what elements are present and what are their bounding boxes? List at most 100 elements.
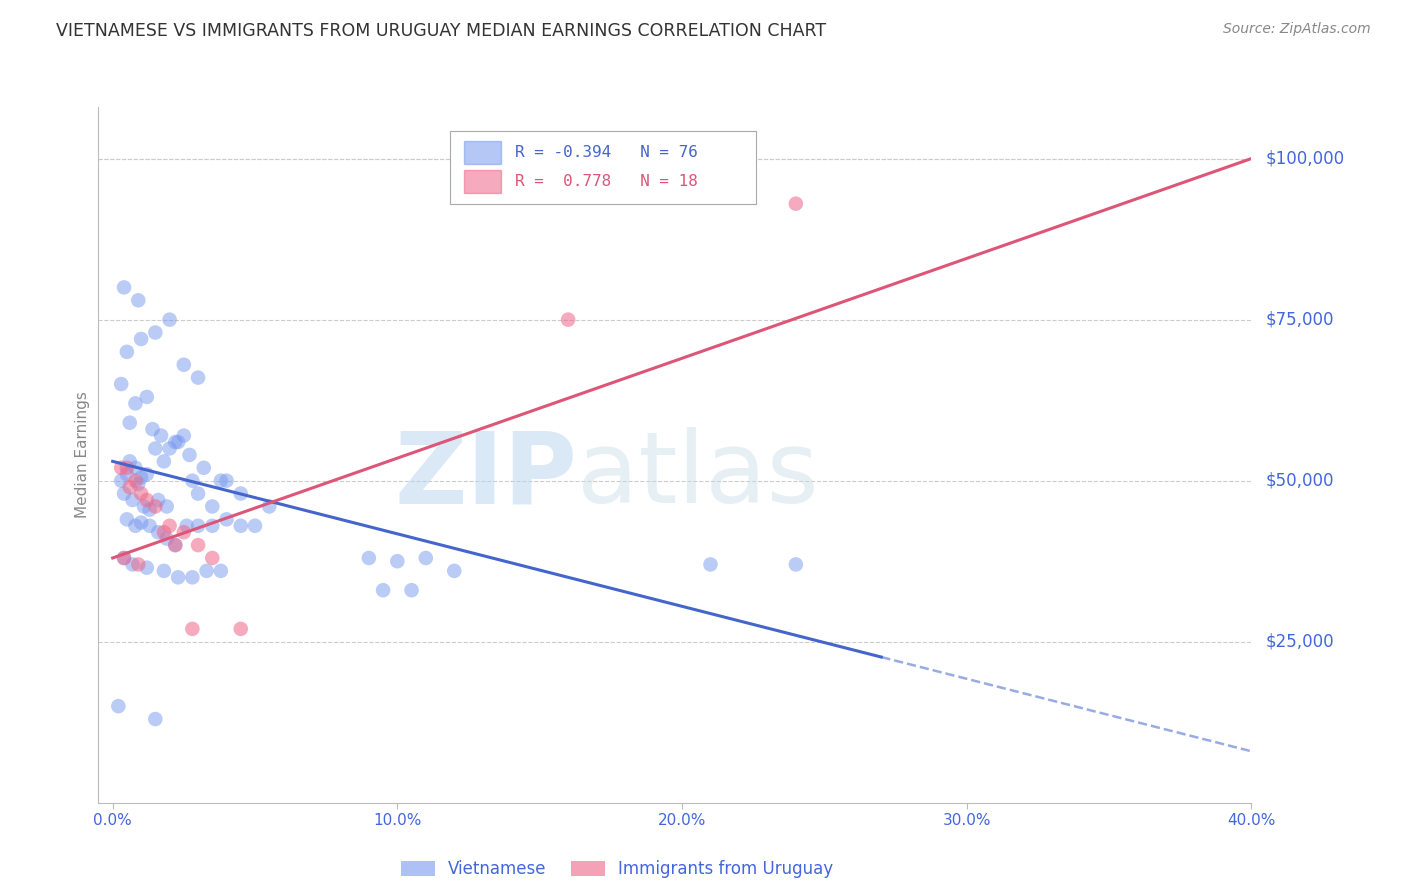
Point: [195, 564, 218, 578]
Point: [156, 532, 179, 546]
Point: [115, 467, 138, 482]
Point: [124, 396, 146, 410]
Point: [129, 516, 152, 530]
Point: [159, 312, 181, 326]
Point: [159, 518, 181, 533]
Point: [148, 525, 170, 540]
Point: [127, 476, 149, 491]
Point: [357, 551, 380, 566]
Point: [112, 486, 135, 500]
Point: [201, 551, 224, 566]
Text: $100,000: $100,000: [1265, 150, 1344, 168]
Point: [143, 326, 166, 340]
Point: [181, 622, 204, 636]
Point: [173, 525, 195, 540]
Point: [143, 442, 166, 456]
Point: [138, 518, 160, 533]
Point: [118, 454, 141, 468]
Bar: [464, 141, 501, 164]
Point: [201, 500, 224, 514]
Point: [110, 377, 132, 392]
Point: [143, 500, 166, 514]
Point: [201, 518, 224, 533]
Bar: [464, 170, 501, 193]
Point: [215, 474, 238, 488]
Point: [124, 460, 146, 475]
Point: [135, 560, 157, 574]
Point: [115, 512, 138, 526]
Point: [107, 699, 129, 714]
Point: [167, 570, 190, 584]
Point: [150, 428, 173, 442]
Point: [148, 493, 170, 508]
FancyBboxPatch shape: [450, 131, 755, 204]
Text: $25,000: $25,000: [1265, 632, 1334, 651]
Point: [209, 474, 232, 488]
Point: [121, 558, 143, 572]
Point: [699, 558, 721, 572]
Point: [129, 470, 152, 484]
Point: [118, 416, 141, 430]
Text: R =  0.778   N = 18: R = 0.778 N = 18: [515, 174, 697, 189]
Text: R = -0.394   N = 76: R = -0.394 N = 76: [515, 145, 697, 160]
Point: [229, 518, 252, 533]
Point: [159, 442, 181, 456]
Point: [143, 712, 166, 726]
Point: [165, 538, 187, 552]
Point: [129, 332, 152, 346]
Point: [785, 558, 807, 572]
Point: [401, 583, 423, 598]
Point: [124, 518, 146, 533]
Point: [124, 474, 146, 488]
Point: [115, 460, 138, 475]
Legend: Vietnamese, Immigrants from Uruguay: Vietnamese, Immigrants from Uruguay: [395, 854, 839, 885]
Point: [153, 564, 176, 578]
Point: [176, 518, 198, 533]
Point: [229, 486, 252, 500]
Point: [165, 538, 187, 552]
Point: [127, 558, 149, 572]
Point: [110, 474, 132, 488]
Point: [135, 467, 157, 482]
Point: [785, 196, 807, 211]
Point: [112, 551, 135, 566]
Point: [179, 448, 201, 462]
Point: [387, 554, 409, 568]
Point: [153, 525, 176, 540]
Point: [135, 390, 157, 404]
Point: [557, 312, 579, 326]
Point: [187, 518, 209, 533]
Text: atlas: atlas: [576, 427, 818, 524]
Point: [193, 460, 215, 475]
Point: [209, 564, 232, 578]
Point: [121, 493, 143, 508]
Point: [110, 460, 132, 475]
Point: [187, 538, 209, 552]
Point: [141, 422, 163, 436]
Text: $50,000: $50,000: [1265, 472, 1334, 490]
Point: [187, 486, 209, 500]
Point: [243, 518, 266, 533]
Point: [132, 500, 155, 514]
Point: [371, 583, 394, 598]
Point: [118, 480, 141, 494]
Point: [156, 500, 179, 514]
Text: ZIP: ZIP: [394, 427, 576, 524]
Point: [112, 551, 135, 566]
Point: [135, 493, 157, 508]
Text: Source: ZipAtlas.com: Source: ZipAtlas.com: [1223, 22, 1371, 37]
Point: [129, 486, 152, 500]
Text: VIETNAMESE VS IMMIGRANTS FROM URUGUAY MEDIAN EARNINGS CORRELATION CHART: VIETNAMESE VS IMMIGRANTS FROM URUGUAY ME…: [56, 22, 827, 40]
Point: [112, 280, 135, 294]
Y-axis label: Median Earnings: Median Earnings: [75, 392, 90, 518]
Point: [115, 344, 138, 359]
Point: [167, 435, 190, 450]
Point: [165, 435, 187, 450]
Point: [138, 502, 160, 516]
Point: [229, 622, 252, 636]
Point: [181, 570, 204, 584]
Point: [173, 428, 195, 442]
Point: [181, 474, 204, 488]
Point: [415, 551, 437, 566]
Point: [127, 293, 149, 308]
